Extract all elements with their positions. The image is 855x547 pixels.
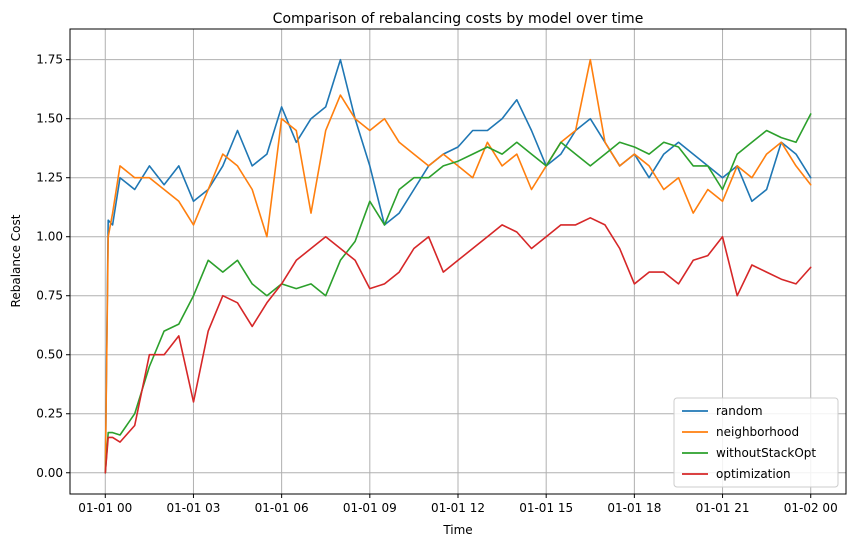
legend-label: optimization xyxy=(716,467,791,481)
y-tick-label: 1.00 xyxy=(36,230,63,244)
x-axis: 01-01 00 01-01 03 01-01 06 01-01 09 01-01 12… xyxy=(78,494,838,515)
y-axis-title: Rebalance Cost xyxy=(9,214,23,307)
y-tick-label: 0.25 xyxy=(36,407,63,421)
x-tick-label: 01-01 12 xyxy=(431,501,485,515)
x-tick-label: 01-01 06 xyxy=(255,501,309,515)
series-line-neighborhood xyxy=(104,58,812,474)
y-tick-label: 0.50 xyxy=(36,348,63,362)
grid xyxy=(70,29,846,494)
series-lines xyxy=(104,58,812,474)
legend-label: neighborhood xyxy=(716,425,799,439)
y-tick-label: 0.00 xyxy=(36,466,63,480)
x-tick-label: 01-01 03 xyxy=(166,501,220,515)
legend-label: withoutStackOpt xyxy=(716,446,816,460)
series-line-optimization xyxy=(104,217,812,474)
x-axis-title: Time xyxy=(442,523,472,537)
x-tick-label: 01-01 15 xyxy=(519,501,573,515)
series-line-withoutstackopt xyxy=(104,113,812,474)
y-axis: 0.00 0.25 0.50 0.75 1.00 1.25 1.50 1.75 xyxy=(36,53,70,480)
y-tick-label: 1.50 xyxy=(36,112,63,126)
y-tick-label: 1.75 xyxy=(36,53,63,67)
x-tick-label: 01-01 21 xyxy=(696,501,750,515)
legend-label: random xyxy=(716,404,763,418)
x-tick-label: 01-01 09 xyxy=(343,501,397,515)
y-tick-label: 1.25 xyxy=(36,171,63,185)
x-tick-label: 01-02 00 xyxy=(784,501,838,515)
x-tick-label: 01-01 00 xyxy=(78,501,132,515)
legend: random neighborhood withoutStackOpt optimiz… xyxy=(673,397,839,488)
y-tick-label: 0.75 xyxy=(36,289,63,303)
chart-title: Comparison of rebalancing costs by model… xyxy=(273,11,644,27)
legend-box xyxy=(673,397,839,488)
x-tick-label: 01-01 18 xyxy=(607,501,661,515)
